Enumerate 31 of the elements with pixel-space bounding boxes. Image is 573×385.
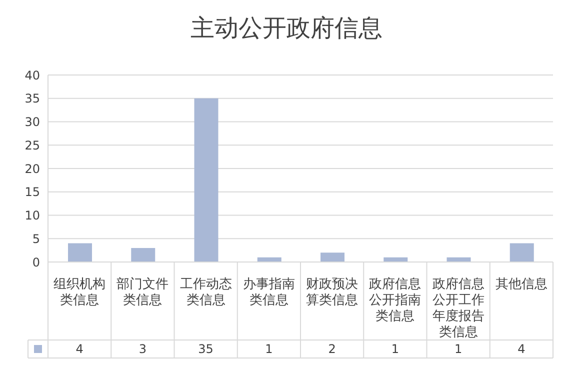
bar [131,248,156,262]
y-tick-label: 15 [24,185,40,200]
data-label: 35 [197,342,214,356]
y-tick-label: 5 [32,232,40,246]
y-tick-label: 10 [24,208,40,223]
data-label: 4 [516,342,526,356]
data-label: 3 [138,342,148,356]
bar [320,252,344,262]
data-label: 1 [453,342,464,356]
x-tick-label: 工作动态类信息 [180,277,232,308]
bar [510,243,534,262]
data-label: 2 [327,342,337,356]
data-label: 1 [264,342,274,356]
y-tick-label: 0 [32,255,40,270]
x-tick-label: 部门文件类信息 [116,276,169,308]
bar [68,243,92,262]
x-tick-label: 政府信息公开工作年度报告类信息 [432,276,484,340]
y-tick-label: 25 [24,138,40,152]
data-label: 4 [74,342,84,356]
chart-title: 主动公开政府信息 [190,13,384,44]
x-tick-label: 组织机构类信息 [54,277,106,308]
y-tick-label: 40 [24,68,40,82]
y-tick-label: 35 [24,92,40,106]
x-tick-label: 办事指南类信息 [242,277,295,308]
x-tick-label: 其他信息 [495,277,548,292]
y-tick-label: 30 [24,115,40,130]
y-tick-label: 20 [24,162,40,176]
x-tick-label: 财政预决算类信息 [306,277,358,308]
x-tick-label: 政府信息公开指南类信息 [369,276,422,324]
bar [194,98,218,262]
data-label: 1 [390,342,400,356]
